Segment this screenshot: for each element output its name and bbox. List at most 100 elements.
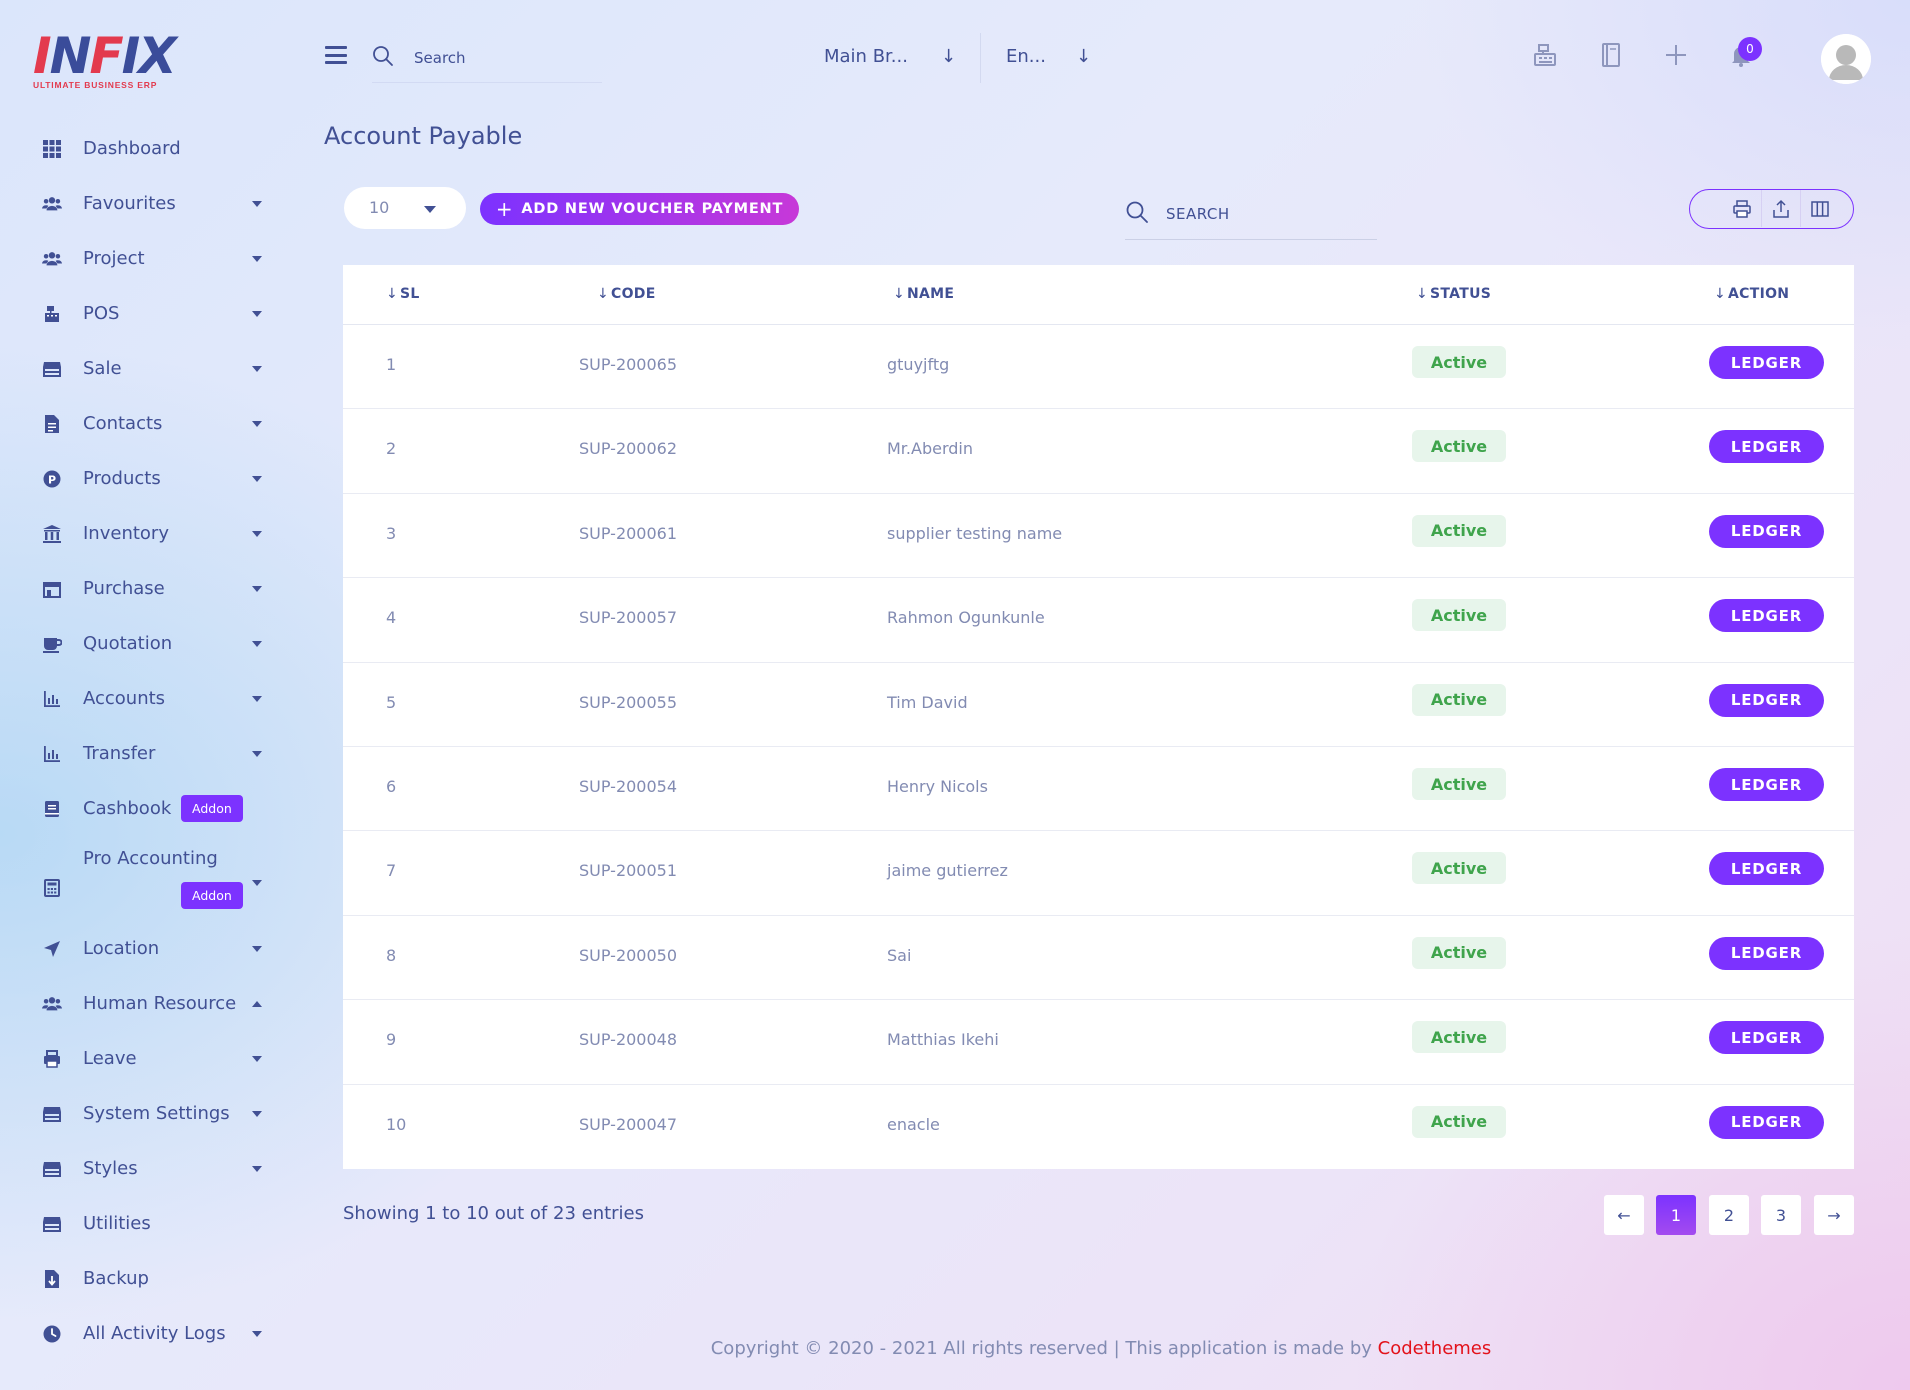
top-search[interactable]: Search [372, 43, 602, 83]
sidebar-item-favourites[interactable]: Favourites [0, 176, 280, 231]
branch-select[interactable]: Main Br... ↓ [824, 46, 956, 67]
cell-name: supplier testing name [887, 523, 1063, 543]
caret-down-icon[interactable] [252, 1165, 262, 1172]
table-row: 9 SUP-200048 Matthias Ikehi Active LEDGER [343, 1000, 1854, 1085]
pagination-next-button[interactable]: → [1814, 1195, 1854, 1235]
caret-down-icon[interactable] [252, 255, 262, 262]
logo[interactable]: INFIX ULTIMATE BUSINESS ERP [33, 30, 183, 92]
caret-down-icon[interactable] [252, 640, 262, 647]
cell-code: SUP-200047 [579, 1114, 678, 1134]
pagination-prev-button[interactable]: ← [1604, 1195, 1644, 1235]
ledger-button[interactable]: LEDGER [1709, 430, 1824, 464]
sidebar-item-dashboard[interactable]: Dashboard [0, 121, 280, 176]
sidebar-item-project[interactable]: Project [0, 231, 280, 286]
ledger-button[interactable]: LEDGER [1709, 346, 1824, 379]
cell-code: SUP-200054 [579, 777, 678, 796]
sidebar-item-quotation[interactable]: Quotation [0, 616, 280, 671]
caret-down-icon[interactable] [252, 1330, 262, 1337]
sidebar-item-sale[interactable]: Sale [0, 341, 280, 396]
ledger-button[interactable]: LEDGER [1709, 1021, 1824, 1055]
column-header-name[interactable]: ↓ NAME [893, 286, 955, 302]
notebook-icon[interactable] [1596, 40, 1626, 70]
sidebar-item-pos[interactable]: POS [0, 286, 280, 341]
table-search[interactable]: SEARCH [1125, 196, 1377, 240]
sidebar-item-contacts[interactable]: Contacts [0, 396, 280, 451]
cell-name: Henry Nicols [887, 777, 988, 796]
cell-code: SUP-200061 [579, 523, 678, 543]
sidebar-item-backup[interactable]: Backup [0, 1251, 280, 1306]
sidebar-item-label: Products [83, 468, 161, 489]
caret-down-icon[interactable] [252, 695, 262, 702]
column-header-action[interactable]: ↓ ACTION [1714, 286, 1790, 302]
caret-down-icon[interactable] [252, 1055, 262, 1062]
ledger-button[interactable]: LEDGER [1709, 852, 1824, 886]
pagination-page-2[interactable]: 2 [1709, 1195, 1749, 1235]
sidebar-item-system-settings[interactable]: System Settings [0, 1086, 280, 1141]
status-badge: Active [1412, 430, 1506, 463]
cell-name: Mr.Aberdin [887, 439, 973, 459]
sidebar-item-transfer[interactable]: Transfer [0, 726, 280, 781]
sidebar-item-pro-accounting[interactable]: Pro Accounting Addon [0, 836, 280, 921]
pagination-page-3[interactable]: 3 [1761, 1195, 1801, 1235]
caret-down-icon[interactable] [252, 750, 262, 757]
column-header-code[interactable]: ↓ CODE [597, 286, 656, 302]
menu-toggle-icon[interactable] [325, 46, 347, 64]
ledger-button[interactable]: LEDGER [1709, 514, 1824, 548]
columns-icon[interactable] [1800, 190, 1839, 227]
export-icon[interactable] [1761, 190, 1800, 227]
page-length-select[interactable]: 10 [344, 187, 466, 229]
caret-down-icon[interactable] [252, 880, 262, 886]
sidebar-item-location[interactable]: Location [0, 921, 280, 976]
avatar[interactable] [1821, 34, 1871, 84]
sidebar-item-styles[interactable]: Styles [0, 1141, 280, 1196]
table-search-input[interactable]: SEARCH [1166, 205, 1230, 223]
cell-sl: 9 [386, 1030, 397, 1050]
top-search-input[interactable]: Search [414, 49, 466, 67]
caret-down-icon[interactable] [252, 585, 262, 592]
column-header-sl[interactable]: ↓ SL [386, 286, 420, 302]
pagination-page-1[interactable]: 1 [1656, 1195, 1696, 1235]
sidebar-item-utilities[interactable]: Utilities [0, 1196, 280, 1251]
sidebar-item-accounts[interactable]: Accounts [0, 671, 280, 726]
caret-down-icon[interactable] [252, 1110, 262, 1117]
print-icon[interactable] [1722, 190, 1761, 227]
column-header-status[interactable]: ↓ STATUS [1416, 286, 1492, 302]
ledger-button[interactable]: LEDGER [1709, 768, 1824, 801]
add-voucher-payment-button[interactable]: + ADD NEW VOUCHER PAYMENT [480, 193, 799, 225]
sidebar-item-purchase[interactable]: Purchase [0, 561, 280, 616]
bar-chart-icon [42, 689, 62, 709]
footer-brand-link[interactable]: Codethemes [1377, 1338, 1492, 1359]
cash-register-icon [42, 304, 62, 324]
printer-icon [42, 1049, 62, 1069]
ledger-button[interactable]: LEDGER [1709, 936, 1824, 970]
sidebar-item-all-activity-logs[interactable]: All Activity Logs [0, 1306, 280, 1361]
caret-down-icon[interactable] [252, 200, 262, 207]
sidebar-item-label: Accounts [83, 688, 166, 709]
cell-sl: 3 [386, 523, 397, 543]
ledger-button[interactable]: LEDGER [1709, 683, 1824, 717]
bar-chart-icon [42, 744, 62, 764]
ledger-button[interactable]: LEDGER [1709, 599, 1824, 633]
caret-down-icon[interactable] [252, 365, 262, 372]
caret-down-icon[interactable] [252, 475, 262, 482]
sidebar-item-label: Favourites [83, 193, 176, 214]
cash-register-icon[interactable] [1530, 40, 1560, 70]
sidebar-item-leave[interactable]: Leave [0, 1031, 280, 1086]
sidebar-item-cashbook[interactable]: Cashbook Addon [0, 781, 280, 836]
caret-down-icon[interactable] [252, 310, 262, 317]
caret-down-icon[interactable] [252, 420, 262, 427]
sidebar-item-inventory[interactable]: Inventory [0, 506, 280, 561]
sidebar-item-products[interactable]: P Products [0, 451, 280, 506]
sidebar-item-human-resource[interactable]: Human Resource [0, 976, 280, 1031]
file-download-icon [42, 1269, 62, 1289]
caret-down-icon[interactable] [252, 530, 262, 537]
ledger-button[interactable]: LEDGER [1709, 1105, 1824, 1139]
caret-down-icon[interactable] [252, 945, 262, 952]
language-select[interactable]: En... ↓ [1006, 46, 1091, 67]
sort-arrow-icon: ↓ [386, 286, 399, 302]
status-badge: Active [1412, 683, 1506, 716]
plus-icon[interactable] [1661, 40, 1691, 70]
caret-up-icon[interactable] [252, 1000, 262, 1007]
sidebar-nav: Dashboard Favourites Project POS Sale Contact… [0, 121, 280, 1361]
cell-code: SUP-200048 [579, 1030, 678, 1050]
